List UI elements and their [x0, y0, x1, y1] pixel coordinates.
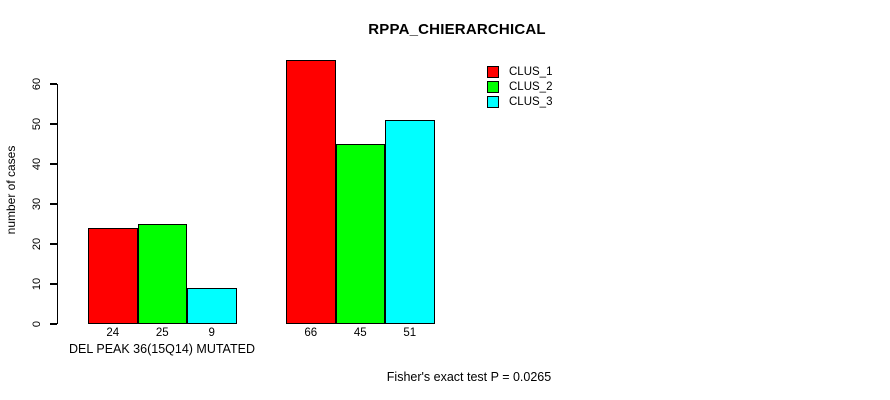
bar-clus_1-group1: [88, 228, 138, 324]
bar-value-label: 25: [155, 327, 169, 339]
y-axis-tick: [50, 123, 57, 125]
legend-item: CLUS_1: [487, 65, 552, 80]
legend-label: CLUS_3: [509, 95, 553, 108]
bar-clus_3-group2: [385, 120, 435, 324]
bar-value-label: 51: [403, 327, 417, 339]
y-axis-line: [56, 84, 58, 324]
fisher-test-annotation: Fisher's exact test P = 0.0265: [386, 370, 552, 384]
y-axis-tick: [50, 283, 57, 285]
y-axis-tick-label: 60: [31, 77, 43, 91]
bar-value-label: 45: [353, 327, 367, 339]
y-axis-tick: [50, 83, 57, 85]
legend-swatch: [487, 81, 499, 94]
chart-title: RPPA_CHIERARCHICAL: [368, 21, 546, 38]
y-axis-tick-label: 50: [31, 117, 43, 131]
y-axis-tick-label: 0: [31, 320, 43, 328]
legend-item: CLUS_2: [487, 80, 552, 95]
bar-clus_1-group2: [286, 60, 336, 324]
legend-label: CLUS_2: [509, 81, 553, 94]
y-axis-tick: [50, 323, 57, 325]
y-axis-tick: [50, 163, 57, 165]
group-label: DEL PEAK 36(15Q14) MUTATED: [69, 342, 255, 356]
legend-swatch: [487, 95, 499, 108]
legend: CLUS_1 CLUS_2 CLUS_3: [487, 65, 552, 109]
y-axis-tick-label: 40: [31, 157, 43, 171]
y-axis-tick-label: 10: [31, 277, 43, 291]
y-axis-tick-label: 20: [31, 237, 43, 251]
bar-value-label: 24: [106, 327, 120, 339]
bar-clus_2-group1: [137, 224, 187, 324]
y-axis-tick: [50, 243, 57, 245]
bar-clus_3-group1: [187, 288, 237, 324]
bar-clus_2-group2: [335, 144, 385, 324]
y-axis-label: number of cases: [4, 145, 18, 235]
legend-swatch: [487, 66, 499, 79]
legend-label: CLUS_1: [509, 66, 553, 79]
bar-value-label: 66: [304, 327, 318, 339]
y-axis-tick: [50, 203, 57, 205]
legend-item: CLUS_3: [487, 94, 552, 109]
bar-value-label: 9: [208, 327, 215, 339]
y-axis-tick-label: 30: [31, 197, 43, 211]
